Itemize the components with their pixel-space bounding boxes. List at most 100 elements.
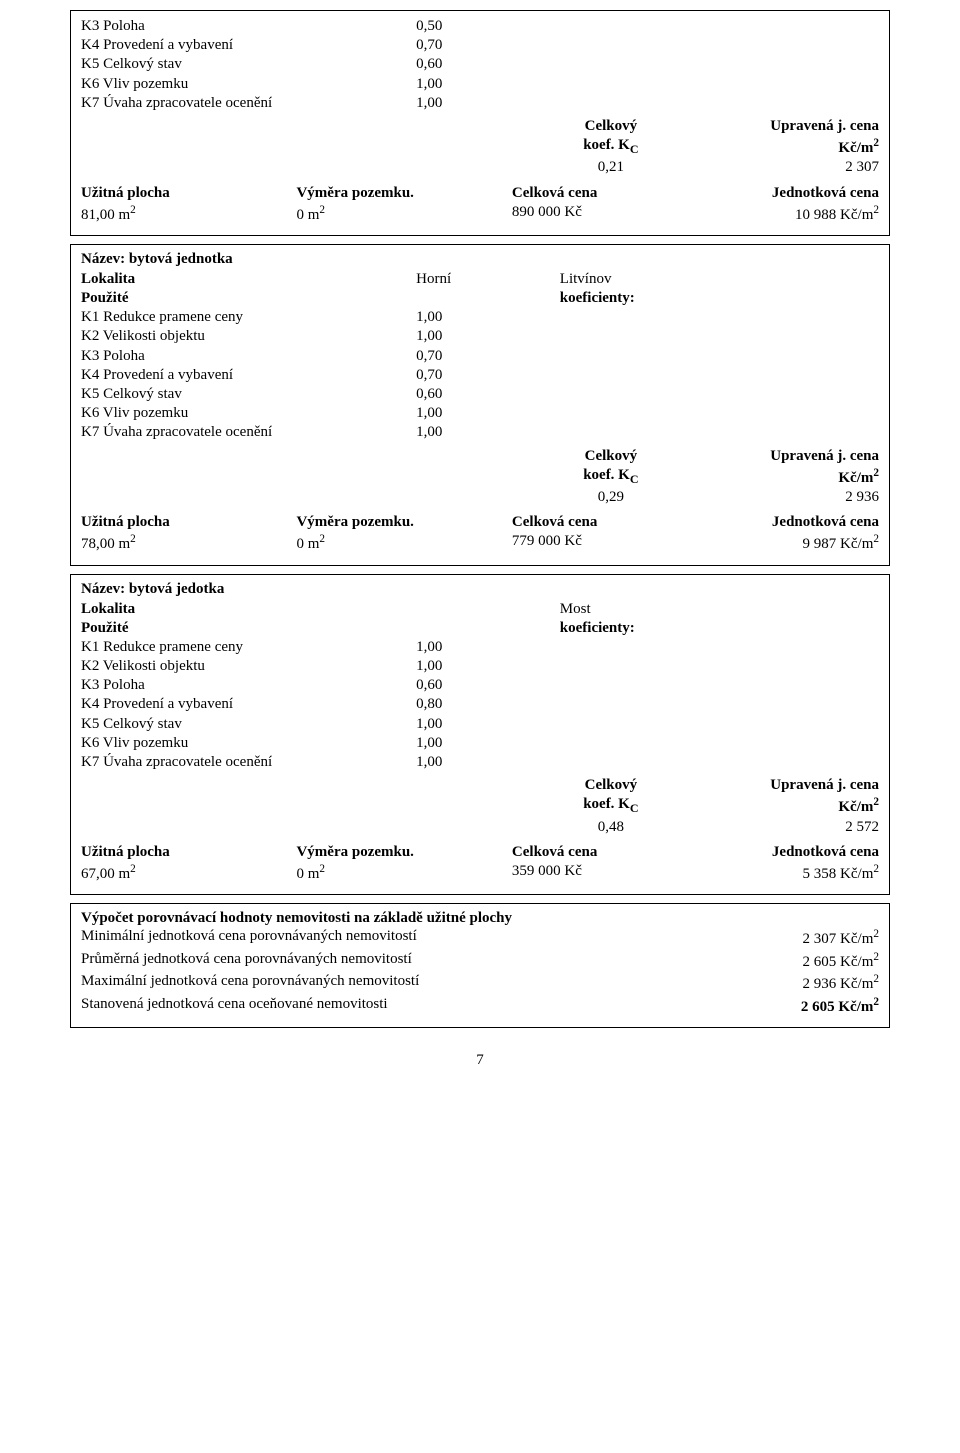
- k7-val: 1,00: [416, 94, 560, 113]
- coeff-table-0: K3 Poloha 0,50 K4 Provedení a vybavení 0…: [81, 17, 879, 113]
- summary-table-0: Užitná plocha Výměra pozemku. Celková ce…: [81, 184, 879, 225]
- sum-v1: 78,00 m2: [81, 532, 296, 554]
- k4-val: 0,70: [416, 36, 560, 55]
- k5-val: 0,60: [416, 385, 560, 404]
- box-unit-1: Název: bytová jednotka Lokalita Horní Li…: [70, 244, 890, 566]
- koef-sub2: Kč/m2: [678, 795, 879, 817]
- koef-head2: Upravená j. cena: [678, 776, 879, 795]
- sum-h3: Celková cena: [512, 843, 704, 862]
- k2-val: 1,00: [416, 327, 560, 346]
- sum-v3: 779 000 Kč: [512, 532, 704, 554]
- k5-val: 0,60: [416, 55, 560, 74]
- k4-label: K4 Provedení a vybavení: [81, 366, 416, 385]
- sum-v2: 0 m2: [296, 203, 511, 225]
- block2-header: Lokalita Most Použité koeficienty: K1 Re…: [81, 598, 879, 773]
- block1-title: Název: bytová jednotka: [81, 251, 879, 268]
- pouzite-label: Použité: [81, 289, 416, 308]
- k1-label: K1 Redukce pramene ceny: [81, 638, 416, 657]
- k6-label: K6 Vliv pozemku: [81, 75, 416, 94]
- sum-v2: 0 m2: [296, 532, 511, 554]
- calc-r3-val: 2 936 Kč/m2: [656, 972, 879, 995]
- koef-val1: 0,21: [544, 158, 678, 177]
- calc-r1-val: 2 307 Kč/m2: [656, 927, 879, 950]
- sum-v4: 5 358 Kč/m2: [703, 862, 879, 884]
- k6-val: 1,00: [416, 734, 560, 753]
- lokalita-label: Lokalita: [81, 268, 416, 289]
- calc-r1-label: Minimální jednotková cena porovnávaných …: [81, 927, 656, 950]
- lokalita-right: Most: [560, 598, 879, 619]
- block1-header: Lokalita Horní Litvínov Použité koeficie…: [81, 268, 879, 443]
- box-calculation: Výpočet porovnávací hodnoty nemovitosti …: [70, 903, 890, 1028]
- koef-sub1: koef. KC: [544, 136, 678, 158]
- k3-val: 0,50: [416, 17, 560, 36]
- calc-table: Minimální jednotková cena porovnávaných …: [81, 927, 879, 1017]
- koef-sub2: Kč/m2: [678, 466, 879, 488]
- k1-val: 1,00: [416, 308, 560, 327]
- sum-h4: Jednotková cena: [703, 184, 879, 203]
- sum-v2: 0 m2: [296, 862, 511, 884]
- koef-sub1: koef. KC: [544, 466, 678, 488]
- lokalita-right: Litvínov: [560, 268, 879, 289]
- sum-h4: Jednotková cena: [703, 513, 879, 532]
- k2-val: 1,00: [416, 657, 560, 676]
- k5-label: K5 Celkový stav: [81, 715, 416, 734]
- calc-r4-val: 2 605 Kč/m2: [656, 995, 879, 1018]
- sum-h1: Užitná plocha: [81, 513, 296, 532]
- k7-label: K7 Úvaha zpracovatele ocenění: [81, 753, 416, 772]
- k4-val: 0,70: [416, 366, 560, 385]
- koef-head1: Celkový: [544, 776, 678, 795]
- summary-table-1: Užitná plocha Výměra pozemku. Celková ce…: [81, 513, 879, 554]
- k4-label: K4 Provedení a vybavení: [81, 36, 416, 55]
- k6-val: 1,00: [416, 75, 560, 94]
- pouzite-right: koeficienty:: [560, 619, 879, 638]
- calc-r2-val: 2 605 Kč/m2: [656, 950, 879, 973]
- sum-h2: Výměra pozemku.: [296, 513, 511, 532]
- k7-label: K7 Úvaha zpracovatele ocenění: [81, 423, 416, 442]
- k7-val: 1,00: [416, 753, 560, 772]
- sum-h2: Výměra pozemku.: [296, 843, 511, 862]
- k3-label: K3 Poloha: [81, 17, 416, 36]
- sum-v4: 9 987 Kč/m2: [703, 532, 879, 554]
- lokalita-mid: Horní: [416, 268, 560, 289]
- k3-label: K3 Poloha: [81, 347, 416, 366]
- sum-h2: Výměra pozemku.: [296, 184, 511, 203]
- k7-label: K7 Úvaha zpracovatele ocenění: [81, 94, 416, 113]
- sum-h3: Celková cena: [512, 513, 704, 532]
- pouzite-right: koeficienty:: [560, 289, 879, 308]
- calc-r4-label: Stanovená jednotková cena oceňované nemo…: [81, 995, 656, 1018]
- page-number: 7: [70, 1052, 890, 1069]
- koef-head1: Celkový: [544, 117, 678, 136]
- k3-label: K3 Poloha: [81, 676, 416, 695]
- koef-val2: 2 307: [678, 158, 879, 177]
- sum-h1: Užitná plocha: [81, 843, 296, 862]
- sum-v1: 81,00 m2: [81, 203, 296, 225]
- calc-r3-label: Maximální jednotková cena porovnávaných …: [81, 972, 656, 995]
- koef-val2: 2 572: [678, 818, 879, 837]
- koef-val1: 0,29: [544, 488, 678, 507]
- pouzite-label: Použité: [81, 619, 416, 638]
- k6-val: 1,00: [416, 404, 560, 423]
- k5-label: K5 Celkový stav: [81, 385, 416, 404]
- sum-v3: 359 000 Kč: [512, 862, 704, 884]
- k3-val: 0,70: [416, 347, 560, 366]
- k3-val: 0,60: [416, 676, 560, 695]
- koef-val2: 2 936: [678, 488, 879, 507]
- document-page: K3 Poloha 0,50 K4 Provedení a vybavení 0…: [0, 0, 960, 1109]
- koef-summary-1: Celkový Upravená j. cena koef. KC Kč/m2 …: [81, 447, 879, 508]
- sum-v4: 10 988 Kč/m2: [703, 203, 879, 225]
- koef-head2: Upravená j. cena: [678, 117, 879, 136]
- koef-summary-2: Celkový Upravená j. cena koef. KC Kč/m2 …: [81, 776, 879, 837]
- k4-val: 0,80: [416, 695, 560, 714]
- lokalita-mid: [416, 598, 560, 619]
- koef-head1: Celkový: [544, 447, 678, 466]
- sum-h1: Užitná plocha: [81, 184, 296, 203]
- sum-v1: 67,00 m2: [81, 862, 296, 884]
- k1-label: K1 Redukce pramene ceny: [81, 308, 416, 327]
- sum-h4: Jednotková cena: [703, 843, 879, 862]
- k5-val: 1,00: [416, 715, 560, 734]
- koef-val1: 0,48: [544, 818, 678, 837]
- sum-h3: Celková cena: [512, 184, 704, 203]
- k7-val: 1,00: [416, 423, 560, 442]
- block2-title: Název: bytová jedotka: [81, 581, 879, 598]
- k5-label: K5 Celkový stav: [81, 55, 416, 74]
